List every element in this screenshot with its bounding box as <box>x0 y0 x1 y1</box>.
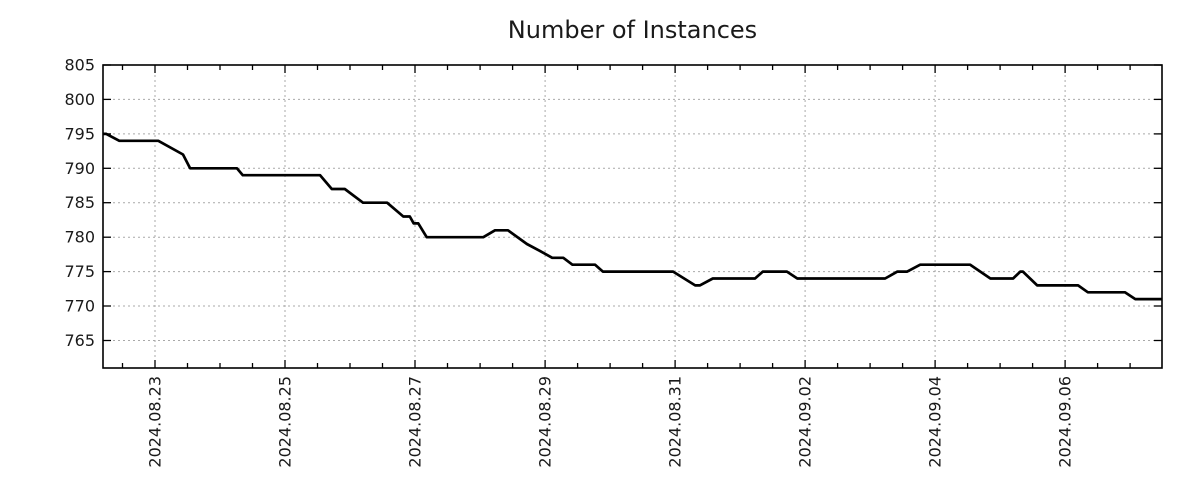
data-line <box>103 132 1162 301</box>
x-tick-label: 2024.08.25 <box>276 376 295 468</box>
y-tick-label: 780 <box>64 228 95 247</box>
y-tick-label: 790 <box>64 159 95 178</box>
plot-border <box>102 64 1163 369</box>
x-tick-label: 2024.09.02 <box>796 376 815 468</box>
y-tick-label: 770 <box>64 297 95 316</box>
chart-title: Number of Instances <box>508 16 757 44</box>
x-tick-label: 2024.08.29 <box>536 376 555 468</box>
y-tick-label: 795 <box>64 124 95 143</box>
y-tick-label: 800 <box>64 90 95 109</box>
y-tick-label: 775 <box>64 262 95 281</box>
y-tick-label: 785 <box>64 193 95 212</box>
x-tick-label: 2024.09.06 <box>1056 376 1075 468</box>
x-tick-label: 2024.08.27 <box>406 376 425 468</box>
x-tick-label: 2024.09.04 <box>926 376 945 468</box>
x-tick-label: 2024.08.23 <box>146 376 165 468</box>
y-tick-label: 805 <box>64 56 95 75</box>
y-tick-label: 765 <box>64 331 95 350</box>
x-tick-label: 2024.08.31 <box>666 376 685 468</box>
